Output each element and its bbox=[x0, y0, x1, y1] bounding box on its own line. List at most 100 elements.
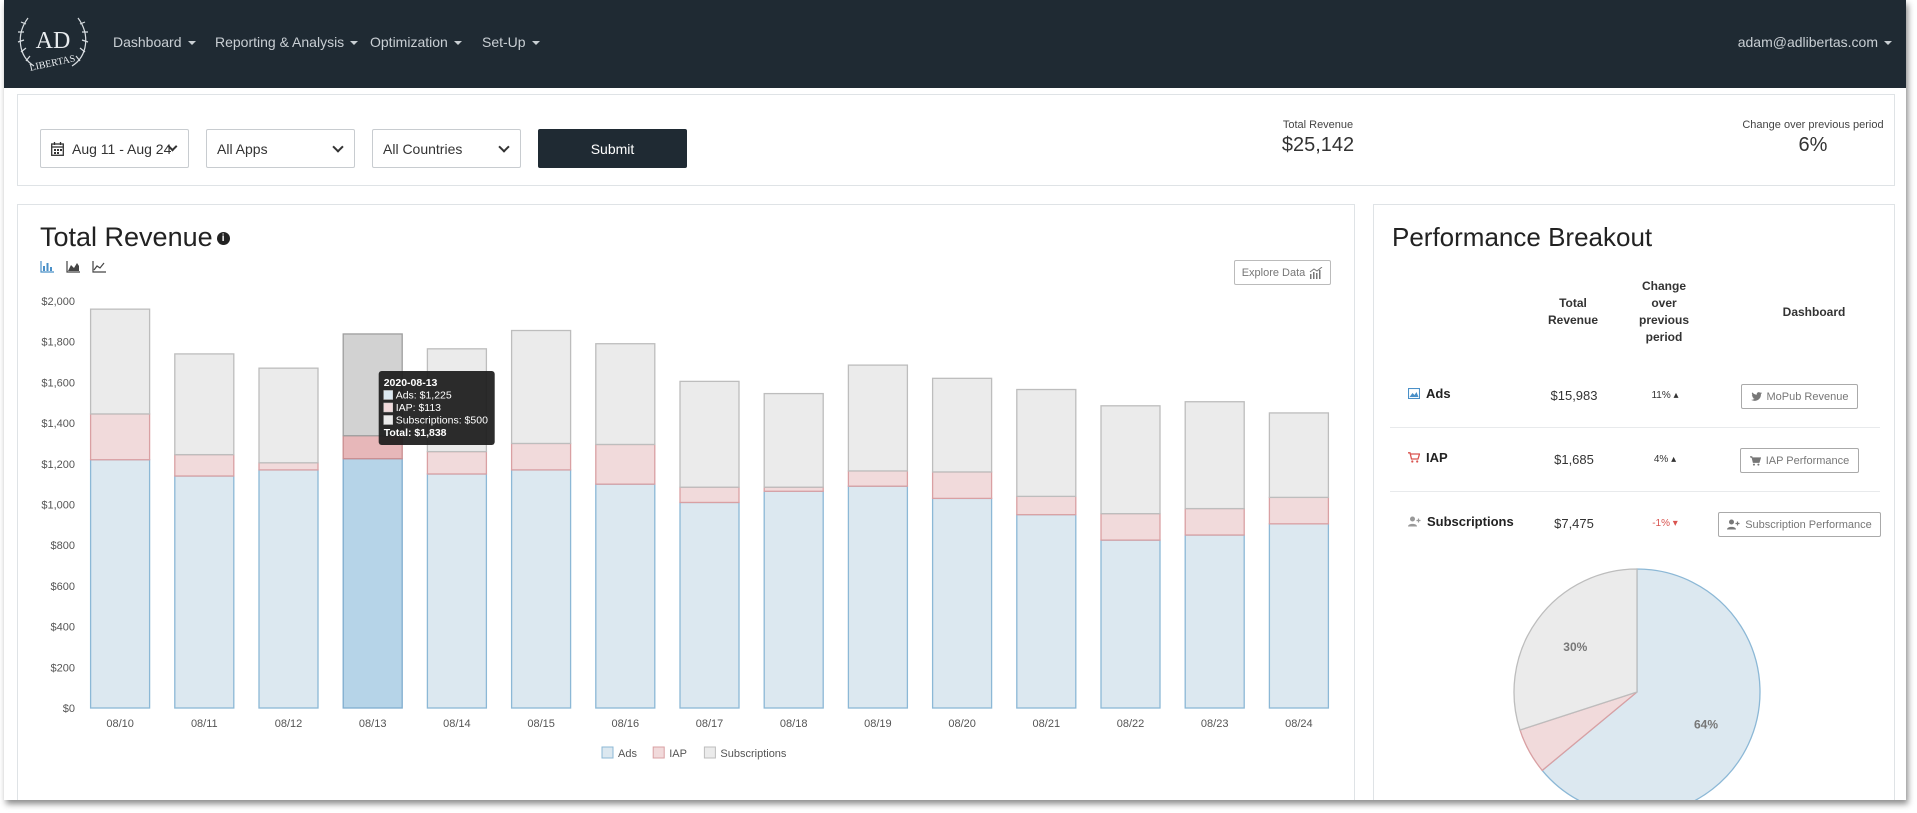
nav-setup[interactable]: Set-Up bbox=[482, 34, 540, 50]
apps-select[interactable]: All Apps bbox=[206, 129, 355, 168]
bar-segment-subscriptions[interactable] bbox=[89, 308, 151, 415]
bar-segment-ads[interactable] bbox=[763, 490, 824, 709]
caret-down-icon bbox=[531, 41, 540, 46]
iap-performance-button[interactable]: IAP Performance bbox=[1740, 448, 1859, 473]
mopub-revenue-button[interactable]: MoPub Revenue bbox=[1741, 384, 1858, 409]
area-chart-icon[interactable] bbox=[66, 261, 80, 273]
bar-chart-icon[interactable] bbox=[40, 261, 54, 273]
explore-data-button[interactable]: Explore Data bbox=[1234, 260, 1331, 285]
bar-segment-subscriptions[interactable] bbox=[679, 380, 740, 488]
logo-text-top: AD bbox=[36, 28, 71, 54]
user-plus-icon bbox=[1727, 519, 1740, 530]
caret-down-icon bbox=[350, 41, 359, 46]
subscription-button-label: Subscription Performance bbox=[1745, 518, 1872, 531]
bar-segment-subscriptions[interactable] bbox=[1268, 412, 1330, 499]
row-subscriptions-name: Subscriptions bbox=[1427, 514, 1514, 529]
line-chart-icon[interactable] bbox=[92, 261, 106, 273]
y-tick-label: $600 bbox=[51, 581, 75, 593]
row-subscriptions-total: $7,475 bbox=[1554, 516, 1594, 531]
user-email: adam@adlibertas.com bbox=[1737, 34, 1878, 50]
bar-segment-ads[interactable] bbox=[258, 469, 319, 709]
bar-segment-iap[interactable] bbox=[1100, 513, 1161, 541]
tooltip-background bbox=[378, 370, 495, 445]
adlibertas-logo[interactable]: AD LIBERTAS bbox=[14, 8, 92, 78]
header-change: Change over previous period bbox=[1626, 278, 1702, 346]
total-revenue-panel: Total Revenue i Explore Data $0 bbox=[17, 204, 1355, 800]
bar-segment-ads[interactable] bbox=[1268, 523, 1330, 709]
pie-label: 30% bbox=[1563, 640, 1587, 654]
pie-slice-ads[interactable] bbox=[1541, 568, 1761, 800]
tooltip-iap: IAP: $113 bbox=[396, 402, 441, 414]
bar-segment-subscriptions[interactable] bbox=[1100, 405, 1161, 515]
bar-segment-iap[interactable] bbox=[258, 462, 319, 471]
bar-segment-subscriptions[interactable] bbox=[595, 343, 656, 446]
x-tick-label: 08/16 bbox=[612, 718, 640, 730]
bar-segment-iap[interactable] bbox=[931, 471, 993, 500]
bar-segment-subscriptions[interactable] bbox=[1016, 388, 1077, 498]
tooltip-date: 2020-08-13 bbox=[384, 377, 438, 389]
legend-label[interactable]: Subscriptions bbox=[720, 748, 787, 760]
bar-segment-iap[interactable] bbox=[847, 470, 909, 487]
cart-icon bbox=[1408, 452, 1420, 463]
bar-segment-iap[interactable] bbox=[679, 486, 740, 504]
bar-segment-iap[interactable] bbox=[595, 443, 656, 485]
cart-icon bbox=[1749, 455, 1761, 466]
pie-slice-subscriptions[interactable] bbox=[1513, 568, 1638, 731]
header-change-line4: period bbox=[1645, 330, 1683, 344]
nav-reporting-analysis[interactable]: Reporting & Analysis bbox=[215, 34, 359, 50]
bar-segment-iap[interactable] bbox=[510, 442, 572, 471]
bar-segment-ads[interactable] bbox=[1016, 514, 1077, 709]
bar-segment-iap[interactable] bbox=[1184, 507, 1245, 536]
legend-label[interactable]: Ads bbox=[618, 748, 637, 760]
row-subscriptions-change: -1% ▾ bbox=[1635, 518, 1695, 529]
date-range-value: Aug 11 - Aug 24 bbox=[72, 140, 172, 157]
bar-segment-subscriptions[interactable] bbox=[931, 377, 993, 473]
bar-segment-iap[interactable] bbox=[1016, 495, 1077, 516]
bar-segment-subscriptions[interactable] bbox=[763, 392, 824, 488]
legend-label[interactable]: IAP bbox=[669, 748, 687, 760]
submit-button[interactable]: Submit bbox=[538, 129, 687, 168]
y-tick-label: $1,400 bbox=[41, 418, 75, 430]
y-tick-label: $1,200 bbox=[41, 459, 75, 471]
nav-dashboard[interactable]: Dashboard bbox=[113, 34, 196, 50]
bar-segment-ads[interactable] bbox=[595, 483, 656, 709]
explore-data-label: Explore Data bbox=[1241, 266, 1306, 279]
date-range-picker[interactable]: Aug 11 - Aug 24 bbox=[40, 129, 189, 168]
bar-segment-subscriptions[interactable] bbox=[847, 364, 909, 472]
bar-segment-ads[interactable] bbox=[174, 475, 235, 709]
bar-segment-ads[interactable] bbox=[1184, 534, 1245, 709]
subscription-performance-button[interactable]: Subscription Performance bbox=[1718, 512, 1881, 537]
bar-segment-iap[interactable] bbox=[174, 453, 235, 477]
y-tick-label: $2,000 bbox=[41, 296, 75, 308]
bar-segment-iap[interactable] bbox=[1268, 496, 1330, 525]
row-ads-label: Ads bbox=[1408, 386, 1451, 401]
bar-segment-subscriptions[interactable] bbox=[510, 329, 572, 445]
change-value: 6% bbox=[1798, 134, 1828, 156]
bar-segment-ads[interactable] bbox=[679, 501, 740, 709]
legend-swatch bbox=[652, 746, 665, 759]
user-menu[interactable]: adam@adlibertas.com bbox=[1738, 34, 1892, 50]
bar-segment-iap[interactable] bbox=[426, 450, 488, 475]
countries-select[interactable]: All Countries bbox=[372, 129, 521, 168]
bar-segment-ads[interactable] bbox=[1100, 539, 1161, 709]
performance-title: Performance Breakout bbox=[1392, 222, 1653, 252]
bar-segment-ads[interactable] bbox=[89, 459, 151, 709]
bar-segment-subscriptions[interactable] bbox=[174, 353, 235, 456]
row-ads-total: $15,983 bbox=[1550, 388, 1598, 403]
info-icon[interactable]: i bbox=[216, 232, 230, 246]
bar-segment-ads[interactable] bbox=[342, 458, 403, 709]
bar-segment-subscriptions[interactable] bbox=[258, 367, 319, 464]
bar-segment-ads[interactable] bbox=[931, 497, 993, 709]
bar-segment-ads[interactable] bbox=[847, 485, 909, 709]
top-navbar: AD LIBERTAS Dashboard Reporting & Analys… bbox=[4, 0, 1906, 88]
y-tick-label: $400 bbox=[51, 622, 75, 634]
user-plus-icon bbox=[1408, 516, 1421, 527]
bar-segment-ads[interactable] bbox=[510, 469, 572, 709]
bar-segment-subscriptions[interactable] bbox=[1184, 401, 1245, 510]
bar-segment-ads[interactable] bbox=[426, 473, 488, 709]
nav-optimization[interactable]: Optimization bbox=[370, 34, 462, 50]
y-tick-label: $800 bbox=[51, 540, 75, 552]
bar-segment-iap[interactable] bbox=[89, 413, 151, 461]
caret-down-icon bbox=[1884, 41, 1892, 46]
total-revenue-value: $25,142 bbox=[1281, 134, 1355, 156]
